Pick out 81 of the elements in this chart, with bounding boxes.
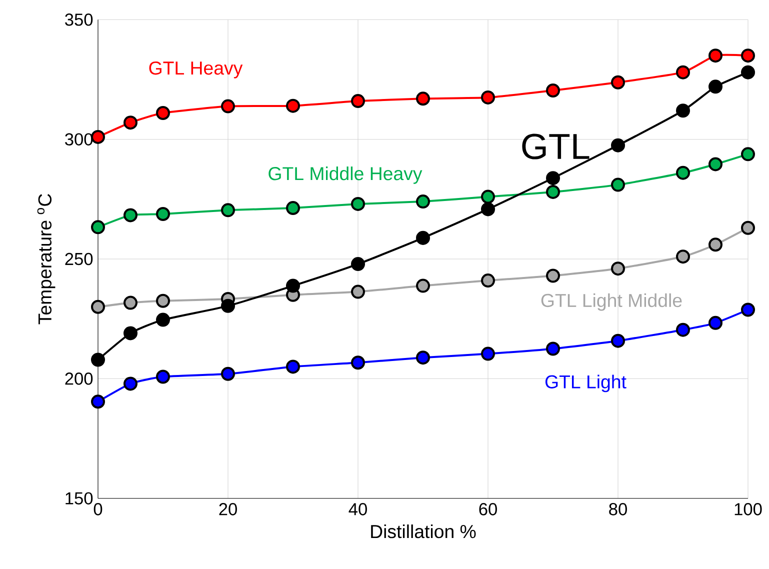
point [91,394,106,409]
y-axis-title: Temperature $^{o}$C [37,194,56,324]
point [546,342,560,356]
point [676,65,690,80]
point [676,166,690,180]
point [741,302,756,317]
point [741,147,756,162]
point [286,278,300,293]
point [91,130,106,144]
point [156,207,170,222]
point [286,98,300,113]
point [124,296,138,310]
y-tick-label: 350 [65,14,93,26]
point [91,352,106,367]
point [221,366,236,381]
point [156,294,170,308]
point [546,84,560,98]
point [546,268,560,283]
series-label: GTL Middle Heavy [268,166,422,184]
point [351,257,366,272]
point [221,203,236,218]
point [156,370,170,384]
point [708,157,722,172]
point [416,350,430,365]
point [611,262,626,276]
point [546,171,560,186]
point [91,220,106,234]
point [156,106,170,120]
point [124,376,138,391]
point [91,300,106,314]
point [611,75,626,90]
point [351,284,366,299]
point [481,274,496,288]
x-tick-label: 40 [348,503,367,516]
x-tick-label: 80 [609,503,627,516]
point [481,202,496,216]
series-label: GTL [522,134,590,160]
point [611,178,626,192]
point [416,230,430,245]
point [416,278,430,293]
point [741,48,756,63]
point [676,250,690,264]
y-tick-label: 250 [65,252,93,266]
point [221,298,236,313]
point [708,238,722,252]
point [481,90,496,104]
point [286,360,300,374]
point [481,190,496,204]
point [741,65,756,80]
series-label: GTL Heavy [149,61,243,78]
point [416,194,430,209]
point [351,356,366,370]
point [124,116,138,130]
point [124,208,138,222]
point [741,220,756,235]
point [546,184,560,199]
point [708,48,722,63]
point [221,99,236,114]
y-tick-label: 150 [66,492,93,504]
x-axis-title: Distillation % [371,524,476,538]
point [156,312,170,327]
point [351,196,366,211]
x-tick-label: 60 [479,503,497,516]
point [481,346,496,361]
point [611,334,626,348]
point [708,316,722,330]
series-label: GTL Light Middle [541,293,682,311]
x-tick-label: 100 [734,503,762,516]
point [286,201,300,216]
point [351,94,366,108]
point [708,80,722,94]
point [611,138,626,152]
x-tick-label: 20 [219,503,237,516]
y-tick-label: 200 [65,372,93,385]
point [676,104,690,118]
x-tick-label: 0 [94,503,102,516]
point [416,92,430,106]
y-tick-label: 300 [65,133,93,146]
point [124,326,138,340]
series-label: GTL Light [545,374,626,392]
point [676,322,690,337]
